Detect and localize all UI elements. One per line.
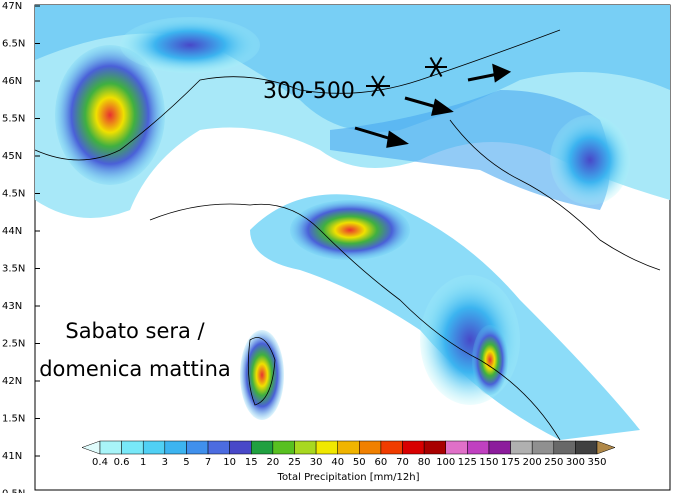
colorbar-swatch xyxy=(337,440,360,455)
colorbar-label: 30 xyxy=(310,457,323,468)
precip-south xyxy=(420,275,520,405)
lat-label: 44N xyxy=(2,226,22,237)
precip-apennines xyxy=(290,200,410,260)
colorbar-label: 80 xyxy=(418,457,431,468)
colorbar-label: 300 xyxy=(566,457,585,468)
colorbar-label: 60 xyxy=(375,457,388,468)
period-annotation: Sabato sera / xyxy=(65,319,205,343)
colorbar-swatch xyxy=(423,440,446,455)
colorbar-swatch xyxy=(207,440,230,455)
latitude-axis: 47N 6.5N 46N 5.5N 45N 4.5N 44N 3.5N 43N 2.5N 42N 1.… xyxy=(2,1,40,493)
colorbar-label: 70 xyxy=(396,457,409,468)
colorbar-swatch xyxy=(142,440,166,455)
colorbar-swatch xyxy=(553,440,576,455)
colorbar-label: 10 xyxy=(223,457,236,468)
precip-corsica xyxy=(240,330,284,420)
altitude-annotation: 300-500 xyxy=(263,79,355,104)
colorbar-swatch xyxy=(121,440,144,455)
colorbar-label: 15 xyxy=(245,457,258,468)
colorbar-label: 7 xyxy=(205,457,211,468)
colorbar-label: 125 xyxy=(458,457,477,468)
coastline xyxy=(34,29,661,441)
colorbar-swatch xyxy=(272,440,295,455)
colorbar-label: 0.6 xyxy=(114,457,130,468)
colorbar-swatch xyxy=(359,440,382,455)
colorbar-label: 150 xyxy=(479,457,498,468)
colorbar-label: 0.4 xyxy=(92,457,108,468)
lat-label: 3.5N xyxy=(2,264,25,275)
colorbar-swatch xyxy=(531,440,555,455)
colorbar-swatch xyxy=(575,440,598,455)
colorbar-swatch xyxy=(294,440,317,455)
precip-croatia xyxy=(550,115,630,205)
lat-label: 45N xyxy=(2,151,22,162)
colorbar-label: 250 xyxy=(544,457,563,468)
colorbar-swatch xyxy=(467,440,490,455)
colorbar-label: 100 xyxy=(436,457,455,468)
colorbar-label: 350 xyxy=(587,457,606,468)
colorbar-label: 50 xyxy=(353,457,366,468)
precip-alps-west xyxy=(55,45,165,185)
colorbar-label: 20 xyxy=(267,457,280,468)
lat-label: 43N xyxy=(2,301,22,312)
colorbar-label: 200 xyxy=(523,457,542,468)
colorbar-title: Total Precipitation [mm/12h] xyxy=(277,472,420,483)
precip-adriatic xyxy=(330,90,610,210)
snowflake-icons xyxy=(366,56,447,97)
lat-label: 2.5N xyxy=(2,339,25,350)
lat-label: 47N xyxy=(2,1,22,12)
colorbar-swatch xyxy=(445,440,468,455)
colorbar-label: 3 xyxy=(162,457,168,468)
colorbar-swatch xyxy=(99,440,122,455)
period-annotation: domenica mattina xyxy=(39,357,231,381)
colorbar-swatch xyxy=(315,440,338,455)
colorbar-swatch xyxy=(402,440,425,455)
lat-label: 41N xyxy=(2,451,22,462)
lat-label: 5.5N xyxy=(2,114,25,125)
lat-label: 42N xyxy=(2,376,22,387)
colorbar-label: 25 xyxy=(288,457,301,468)
colorbar-swatch xyxy=(186,440,209,455)
colorbar-swatch xyxy=(251,440,274,455)
precip-south-core xyxy=(472,325,508,395)
colorbar-label: 1 xyxy=(140,457,146,468)
map-area: 300-500 Sabato sera / domenica mattina xyxy=(34,4,671,491)
colorbar-label: 40 xyxy=(331,457,344,468)
wind-arrows xyxy=(354,63,512,148)
colorbar-swatch xyxy=(510,440,533,455)
lat-label: 1.5N xyxy=(2,414,25,425)
lat-label: 46N xyxy=(2,76,22,87)
colorbar-swatch xyxy=(488,440,511,455)
lat-label: 6.5N xyxy=(2,39,25,50)
colorbar-swatch xyxy=(164,440,187,455)
colorbar-swatch xyxy=(380,440,403,455)
colorbar-label: 175 xyxy=(501,457,520,468)
colorbar-swatch xyxy=(229,440,252,455)
precip-alps-north xyxy=(120,17,260,73)
colorbar: 0.4 0.6 1 3 5 7 10 15 20 25 30 40 50 60 70 80 100 125 150 1… xyxy=(81,440,616,483)
lat-label: 0.5N xyxy=(2,489,25,493)
lat-label: 4.5N xyxy=(2,189,25,200)
colorbar-label: 5 xyxy=(183,457,189,468)
colorbar-end xyxy=(596,440,616,455)
